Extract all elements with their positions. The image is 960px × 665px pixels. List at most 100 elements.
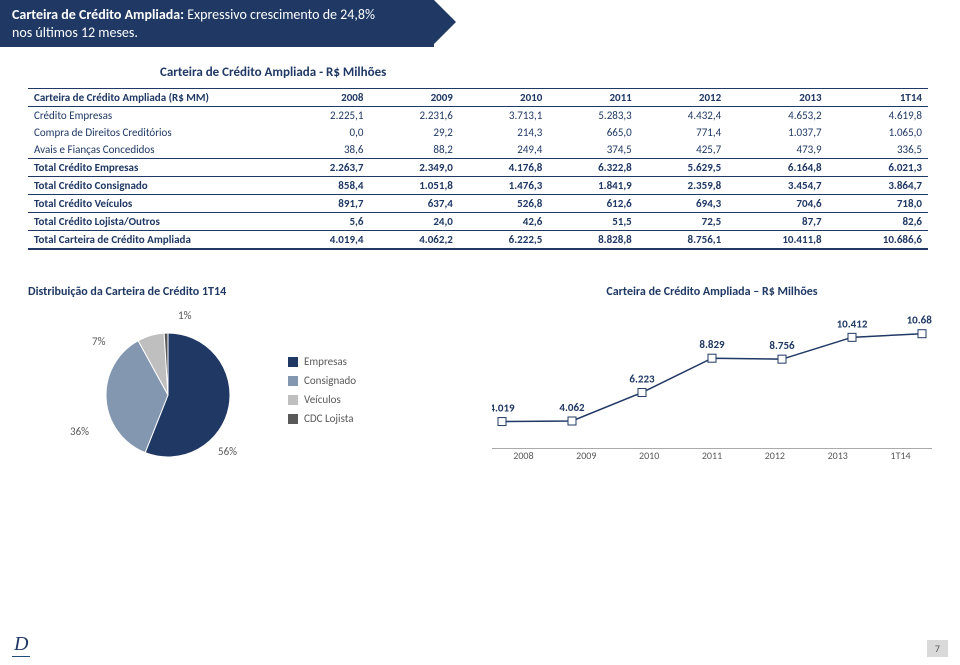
table-cell: Avais e Fianças Concedidos bbox=[28, 141, 280, 159]
table-cell: 425,7 bbox=[638, 141, 727, 159]
table-header-cell: 2009 bbox=[369, 89, 458, 107]
table-header-cell: 2008 bbox=[280, 89, 369, 107]
line-value-label: 10.687 bbox=[907, 314, 932, 327]
table-cell: 3.713,1 bbox=[459, 107, 548, 125]
table-cell: 858,4 bbox=[280, 177, 369, 195]
table-cell: 1.476,3 bbox=[459, 177, 548, 195]
legend-swatch bbox=[288, 376, 298, 386]
line-marker bbox=[638, 389, 646, 397]
legend-label: CDC Lojista bbox=[304, 412, 354, 425]
table-cell: 4.619,8 bbox=[828, 107, 928, 125]
table-row: Total Crédito Veículos891,7637,4526,8612… bbox=[28, 195, 928, 213]
table-cell: 5.629,5 bbox=[638, 159, 727, 177]
line-marker bbox=[848, 333, 856, 341]
table-header-cell: 2010 bbox=[459, 89, 548, 107]
xaxis-label: 2010 bbox=[618, 449, 681, 462]
table-cell: 10.686,6 bbox=[828, 231, 928, 250]
line-marker bbox=[498, 418, 506, 426]
line-title: Carteira de Crédito Ampliada – R$ Milhõe… bbox=[492, 285, 932, 299]
line-value-label: 8.829 bbox=[699, 338, 725, 351]
table-cell: 2.359,8 bbox=[638, 177, 727, 195]
table-cell: 5.283,3 bbox=[548, 107, 637, 125]
table-header-cell: Carteira de Crédito Ampliada (R$ MM) bbox=[28, 89, 280, 107]
legend-item: CDC Lojista bbox=[288, 412, 356, 425]
table-row: Total Crédito Consignado858,41.051,81.47… bbox=[28, 177, 928, 195]
table-cell: 3.454,7 bbox=[727, 177, 827, 195]
table-cell: Total Crédito Lojista/Outros bbox=[28, 213, 280, 231]
table-cell: 2.263,7 bbox=[280, 159, 369, 177]
table-cell: 1.037,7 bbox=[727, 124, 827, 141]
pie-legend: Empresas Consignado Veículos CDC Lojista bbox=[288, 349, 356, 431]
table-header-cell: 1T14 bbox=[828, 89, 928, 107]
line-xaxis: 2008200920102011201220131T14 bbox=[492, 448, 932, 462]
table-cell: 72,5 bbox=[638, 213, 727, 231]
table-cell: Total Crédito Veículos bbox=[28, 195, 280, 213]
table-row: Total Crédito Lojista/Outros5,624,042,65… bbox=[28, 213, 928, 231]
table-header-cell: 2013 bbox=[727, 89, 827, 107]
table-cell: 2.231,6 bbox=[369, 107, 458, 125]
table-header-cell: 2011 bbox=[548, 89, 637, 107]
legend-label: Veículos bbox=[304, 393, 341, 406]
table-cell: 8.756,1 bbox=[638, 231, 727, 250]
table-cell: 704,6 bbox=[727, 195, 827, 213]
line-marker bbox=[918, 330, 926, 338]
banner-line2: nos últimos 12 meses. bbox=[12, 24, 138, 41]
table-cell: 612,6 bbox=[548, 195, 637, 213]
xaxis-label: 2011 bbox=[681, 449, 744, 462]
table-cell: 526,8 bbox=[459, 195, 548, 213]
legend-swatch bbox=[288, 414, 298, 424]
subtitle: Carteira de Crédito Ampliada - R$ Milhõe… bbox=[160, 65, 960, 80]
pie-chart: 1%7%36%56% bbox=[28, 305, 268, 475]
line-chart: 4.0194.0626.2238.8298.75610.41210.687 bbox=[492, 305, 932, 445]
table-cell: 637,4 bbox=[369, 195, 458, 213]
table-row: Avais e Fianças Concedidos38,688,2249,43… bbox=[28, 141, 928, 159]
table-row: Total Crédito Empresas2.263,72.349,04.17… bbox=[28, 159, 928, 177]
table-cell: 771,4 bbox=[638, 124, 727, 141]
table-cell: 82,6 bbox=[828, 213, 928, 231]
table-cell: 374,5 bbox=[548, 141, 637, 159]
line-marker bbox=[708, 354, 716, 362]
table-cell: 4.019,4 bbox=[280, 231, 369, 250]
table-cell: 4.653,2 bbox=[727, 107, 827, 125]
legend-label: Consignado bbox=[304, 374, 356, 387]
legend-label: Empresas bbox=[304, 355, 347, 368]
pie-outer-label: 36% bbox=[70, 425, 89, 438]
table-cell: 3.864,7 bbox=[828, 177, 928, 195]
pie-outer-label: 7% bbox=[92, 335, 106, 348]
table-cell: 4.176,8 bbox=[459, 159, 548, 177]
table-cell: Compra de Direitos Creditórios bbox=[28, 124, 280, 141]
table-header-cell: 2012 bbox=[638, 89, 727, 107]
logo: D bbox=[12, 633, 30, 657]
table-row: Compra de Direitos Creditórios0,029,2214… bbox=[28, 124, 928, 141]
table-cell: 29,2 bbox=[369, 124, 458, 141]
legend-item: Consignado bbox=[288, 374, 356, 387]
line-value-label: 6.223 bbox=[629, 373, 655, 386]
legend-swatch bbox=[288, 395, 298, 405]
line-marker bbox=[778, 355, 786, 363]
pie-title: Distribuição da Carteira de Crédito 1T14 bbox=[28, 285, 462, 299]
table-cell: 694,3 bbox=[638, 195, 727, 213]
table-cell: 10.411,8 bbox=[727, 231, 827, 250]
table-cell: Total Carteira de Crédito Ampliada bbox=[28, 231, 280, 250]
xaxis-label: 1T14 bbox=[869, 449, 932, 462]
table-cell: Crédito Empresas bbox=[28, 107, 280, 125]
table-cell: 336,5 bbox=[828, 141, 928, 159]
table-cell: 8.828,8 bbox=[548, 231, 637, 250]
table-cell: 665,0 bbox=[548, 124, 637, 141]
banner-line1-strong: Carteira de Crédito Ampliada: bbox=[12, 6, 184, 23]
line-value-label: 10.412 bbox=[837, 317, 868, 330]
table-cell: 2.349,0 bbox=[369, 159, 458, 177]
pie-outer-label: 56% bbox=[218, 445, 237, 458]
table-row: Crédito Empresas2.225,12.231,63.713,15.2… bbox=[28, 107, 928, 125]
banner-line1-rest: Expressivo crescimento de 24,8% bbox=[184, 6, 375, 23]
legend-item: Empresas bbox=[288, 355, 356, 368]
table-cell: 249,4 bbox=[459, 141, 548, 159]
table-cell: 473,9 bbox=[727, 141, 827, 159]
table-cell: 6.021,3 bbox=[828, 159, 928, 177]
table-cell: 6.164,8 bbox=[727, 159, 827, 177]
table-cell: 5,6 bbox=[280, 213, 369, 231]
table-cell: 891,7 bbox=[280, 195, 369, 213]
table-cell: 87,7 bbox=[727, 213, 827, 231]
table-cell: 6.222,5 bbox=[459, 231, 548, 250]
xaxis-label: 2008 bbox=[492, 449, 555, 462]
